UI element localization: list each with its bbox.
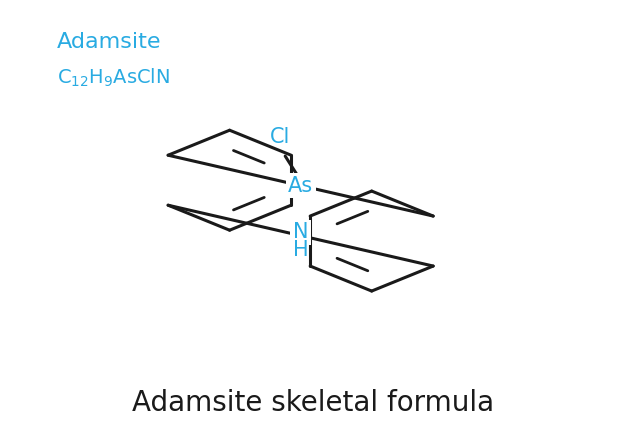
Text: Adamsite skeletal formula: Adamsite skeletal formula (132, 389, 494, 417)
Text: N: N (293, 222, 309, 242)
Text: Adamsite: Adamsite (57, 32, 161, 52)
Text: As: As (288, 175, 313, 196)
Text: Cl: Cl (270, 127, 290, 147)
Text: H: H (293, 241, 309, 260)
Text: C$_{12}$H$_9$AsClN: C$_{12}$H$_9$AsClN (57, 67, 170, 89)
